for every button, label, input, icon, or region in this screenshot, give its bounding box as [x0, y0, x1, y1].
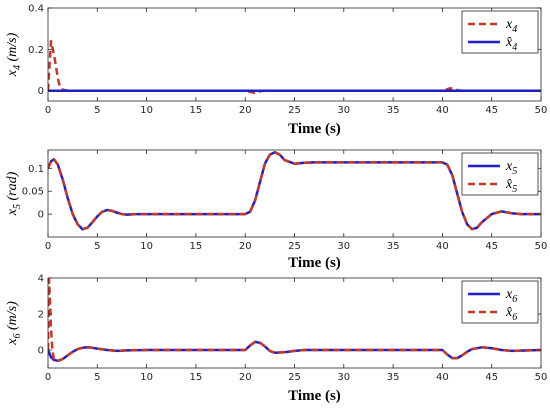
x-tick-label: 15 — [190, 241, 203, 252]
legend-box — [461, 10, 539, 54]
y-axis-label: x6 (m/s) — [5, 301, 23, 346]
x-tick-label: 45 — [485, 241, 498, 252]
x-tick-label: 35 — [387, 241, 400, 252]
x-tick-label: 5 — [94, 241, 100, 252]
plot-area — [48, 278, 541, 368]
series-line-2 — [48, 151, 541, 231]
legend: x5x̂5 — [461, 152, 539, 196]
x-tick-label: 25 — [288, 372, 301, 383]
x-tick-label: 25 — [288, 105, 301, 116]
legend-label-1: x5 — [505, 159, 517, 177]
x-tick-label: 0 — [45, 372, 51, 383]
series-line-2 — [48, 278, 541, 363]
y-tick-label: 2 — [38, 310, 44, 321]
x-tick-label: 0 — [45, 241, 51, 252]
chart-panel-3: 0 5 10 15 20 25 30 35 40 45 50 0 2 4 Time (s) x6 (m/s) x… — [5, 274, 547, 405]
legend-label-1: x6 — [505, 287, 517, 305]
y-tick-label: 0.05 — [22, 187, 44, 198]
x-tick-label: 50 — [535, 372, 548, 383]
y-tick-label: 0 — [38, 210, 44, 221]
x-tick-label: 10 — [140, 372, 153, 383]
x-tick-label: 25 — [288, 241, 301, 252]
x-tick-label: 0 — [45, 105, 51, 116]
y-tick-label: 4 — [38, 274, 44, 285]
chart-panel-2: 0 5 10 15 20 25 30 35 40 45 50 0 0.05 0.1 Time (s) x5 (… — [5, 149, 548, 271]
chart-panel-1: 0 5 10 15 20 25 30 35 40 45 50 0 0.2 0.4 Time (s) x4 (m… — [5, 4, 547, 138]
x-tick-label: 20 — [239, 372, 252, 383]
legend: x6x̂6 — [461, 280, 539, 324]
x-tick-label: 40 — [436, 372, 449, 383]
x-tick-label: 40 — [436, 105, 449, 116]
x-tick-label: 35 — [387, 105, 400, 116]
x-tick-label: 5 — [94, 105, 100, 116]
x-tick-label: 5 — [94, 372, 100, 383]
x-tick-label: 30 — [337, 241, 350, 252]
y-tick-label: 0.1 — [28, 164, 44, 175]
y-axis-label: x4 (m/s) — [5, 32, 23, 77]
y-tick-label: 0 — [38, 86, 44, 97]
x-tick-label: 45 — [485, 372, 498, 383]
legend-label-1: x4 — [505, 17, 517, 35]
y-tick-label: 0.4 — [28, 4, 44, 15]
legend: x4x̂4 — [461, 10, 539, 54]
legend-box — [461, 152, 539, 196]
x-axis-label: Time (s) — [288, 255, 341, 271]
x-tick-label: 50 — [535, 241, 548, 252]
x-tick-label: 20 — [239, 105, 252, 116]
y-tick-label: 0 — [38, 346, 44, 357]
x-tick-label: 40 — [436, 241, 449, 252]
x-tick-label: 20 — [239, 241, 252, 252]
x-axis-label: Time (s) — [288, 388, 341, 404]
legend-label-2: x̂6 — [505, 305, 517, 323]
x-tick-label: 30 — [337, 372, 350, 383]
plot-area — [48, 8, 541, 101]
series-line-1 — [48, 39, 541, 94]
x-tick-label: 10 — [140, 105, 153, 116]
x-tick-label: 45 — [485, 105, 498, 116]
y-axis-label: x5 (rad) — [5, 171, 23, 216]
legend-label-2: x̂4 — [505, 35, 517, 53]
x-tick-label: 30 — [337, 105, 350, 116]
x-tick-label: 35 — [387, 372, 400, 383]
x-tick-label: 50 — [535, 105, 548, 116]
x-tick-label: 15 — [190, 105, 203, 116]
x-axis-label: Time (s) — [288, 121, 341, 137]
x-tick-label: 15 — [190, 372, 203, 383]
y-tick-label: 0.2 — [28, 45, 44, 56]
x-tick-label: 10 — [140, 241, 153, 252]
legend-box — [461, 280, 539, 324]
legend-label-2: x̂5 — [505, 177, 517, 195]
